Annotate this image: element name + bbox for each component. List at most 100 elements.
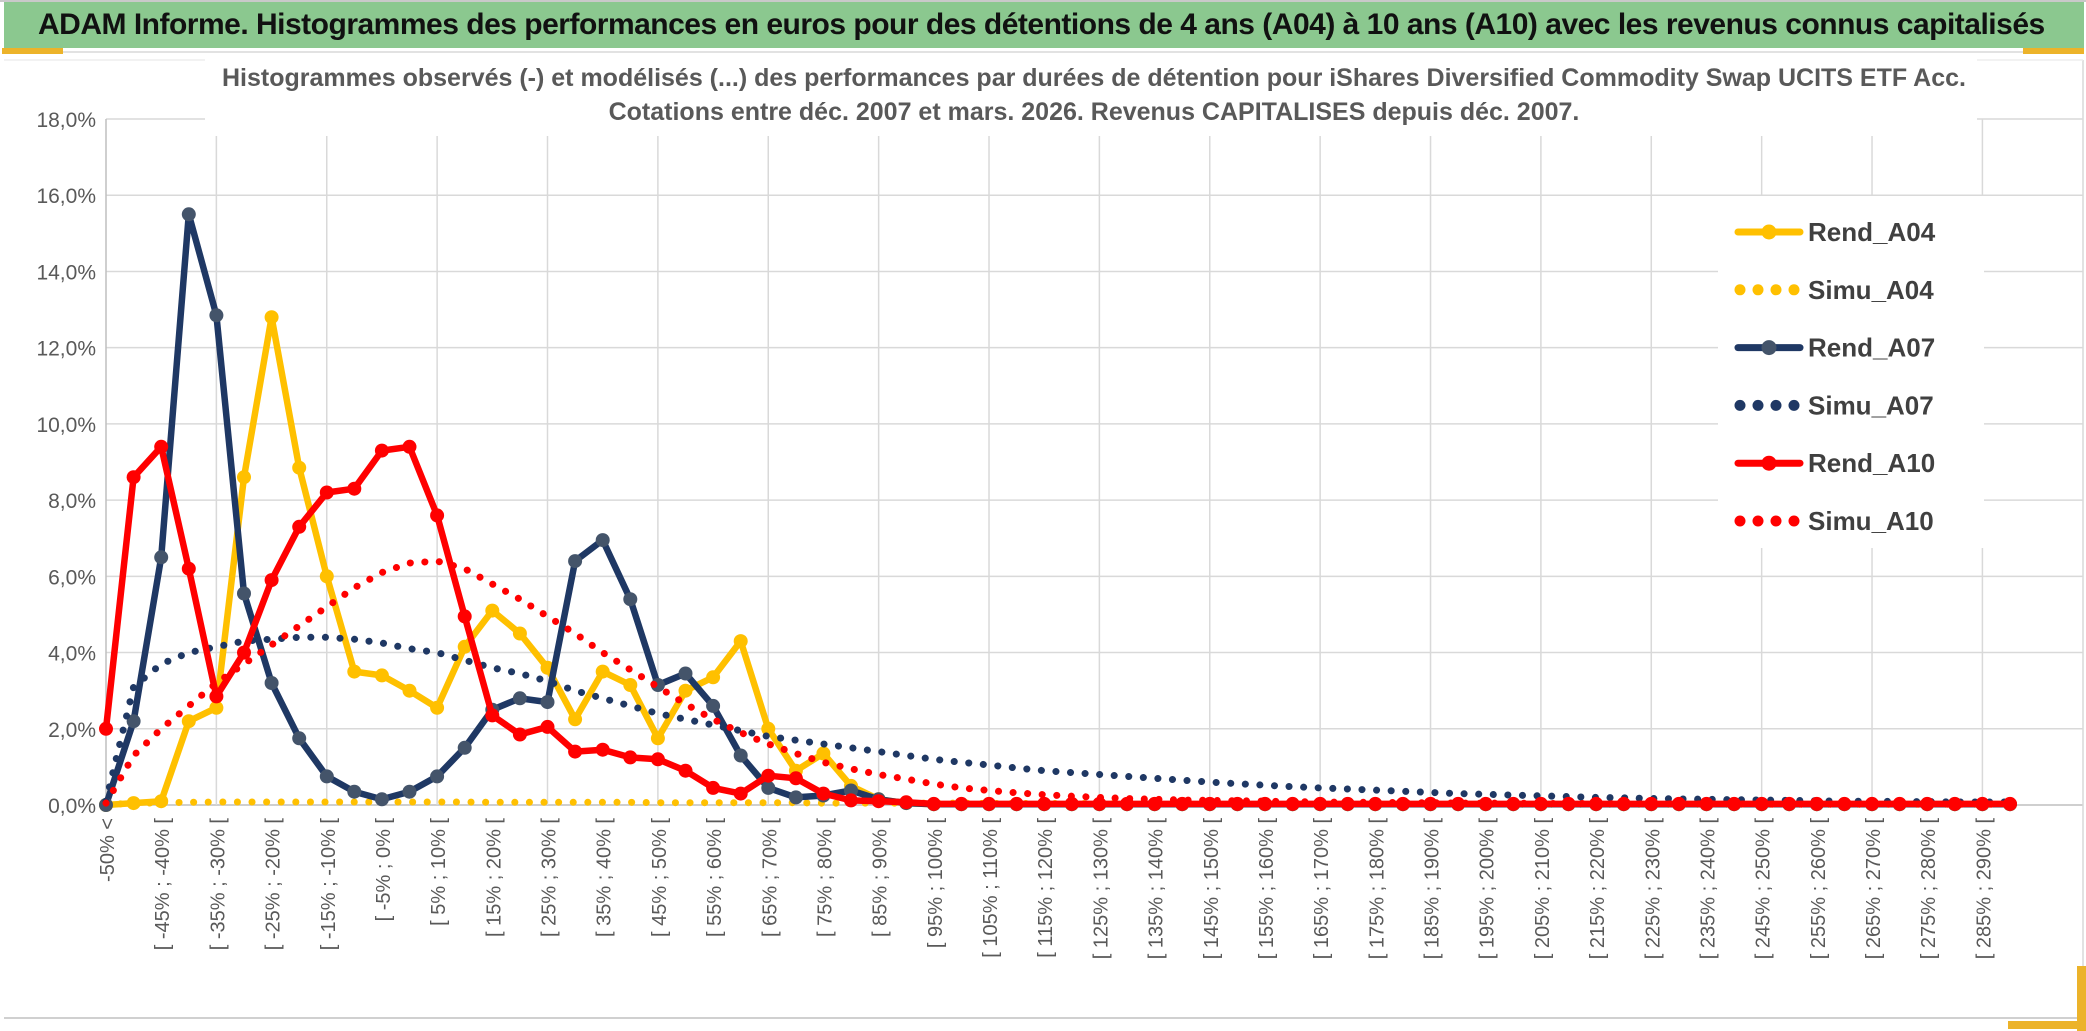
- legend-label: Rend_A10: [1808, 448, 1935, 478]
- data-point: [430, 508, 445, 523]
- data-point: [99, 721, 113, 736]
- data-point: [1202, 796, 1217, 811]
- data-point: [1644, 796, 1659, 811]
- data-point: [126, 714, 141, 729]
- data-point: [706, 698, 721, 713]
- x-tick-label: [ 205% ; 210% [: [1532, 818, 1554, 960]
- legend-dot-icon: [1770, 515, 1782, 527]
- data-point: [1064, 796, 1079, 811]
- data-point: [678, 683, 693, 698]
- gold-accent-left: [2, 48, 63, 54]
- data-point: [264, 676, 279, 690]
- legend-label: Simu_A10: [1808, 506, 1934, 536]
- gold-accent-corner-horizontal: [2008, 1021, 2086, 1029]
- y-tick-label: 2,0%: [48, 719, 96, 742]
- data-point: [209, 689, 224, 704]
- data-point: [237, 586, 251, 601]
- x-tick-label: -50% <: [97, 818, 119, 882]
- legend: Rend_A04 Simu_A04 Rend_A07 Simu_A07 Rend_A10…: [1734, 217, 1936, 536]
- legend-dot-icon: [1734, 515, 1746, 527]
- data-point: [1037, 796, 1052, 811]
- data-point: [650, 731, 665, 746]
- x-tick-label: [ 95% ; 100% [: [925, 818, 947, 949]
- data-point: [871, 794, 886, 809]
- legend-label: Simu_A07: [1808, 390, 1934, 420]
- data-point: [540, 719, 555, 734]
- data-point: [264, 573, 279, 588]
- data-point: [733, 786, 748, 801]
- x-tick-label: [ 115% ; 120% [: [1035, 818, 1057, 958]
- data-point: [154, 439, 169, 454]
- data-point: [237, 470, 251, 485]
- data-point: [292, 731, 307, 746]
- data-point: [430, 700, 445, 715]
- data-point: [844, 793, 858, 808]
- data-point: [374, 792, 389, 807]
- data-point: [209, 700, 224, 715]
- data-point: [1947, 796, 1962, 811]
- data-point: [347, 481, 362, 496]
- x-tick-label: [ 235% ; 240% [: [1698, 818, 1720, 960]
- data-point: [402, 683, 417, 698]
- x-tick-label: [ 135% ; 140% [: [1146, 818, 1168, 960]
- data-point: [430, 769, 445, 784]
- data-point: [264, 310, 279, 325]
- legend-item-Simu_A07[interactable]: Simu_A07: [1734, 390, 1934, 420]
- x-tick-label: [ 5% ; 10% [: [428, 818, 450, 926]
- data-point: [788, 771, 803, 786]
- legend-label: Rend_A04: [1808, 217, 1936, 247]
- data-point: [623, 750, 638, 765]
- banner-title: ADAM Informe. Histogrammes des performan…: [38, 8, 2045, 41]
- title-background: [205, 56, 1977, 136]
- data-point: [1671, 796, 1686, 811]
- data-point: [595, 664, 610, 679]
- x-tick-label: [ 255% ; 260% [: [1808, 818, 1830, 960]
- series-Simu_A10: [102, 557, 2014, 808]
- legend-item-Rend_A04[interactable]: Rend_A04: [1734, 217, 1936, 247]
- data-point: [623, 678, 638, 692]
- legend-dot-icon: [1788, 284, 1800, 296]
- y-tick-label: 12,0%: [36, 338, 96, 361]
- data-point: [816, 786, 831, 801]
- legend-item-Simu_A04[interactable]: Simu_A04: [1734, 275, 1935, 305]
- legend-item-Simu_A10[interactable]: Simu_A10: [1734, 506, 1934, 536]
- data-point: [209, 308, 224, 323]
- data-point: [954, 796, 969, 811]
- data-point: [1451, 796, 1466, 811]
- gold-accent-right: [2023, 48, 2084, 54]
- y-tick-label: 18,0%: [36, 109, 96, 132]
- legend-dot-icon: [1734, 284, 1746, 296]
- legend-item-Rend_A10[interactable]: Rend_A10: [1734, 448, 1935, 478]
- legend-dot-icon: [1788, 515, 1800, 527]
- data-point: [457, 740, 472, 755]
- y-tick-label: 16,0%: [36, 185, 96, 208]
- data-point: [1727, 796, 1742, 811]
- data-point: [374, 443, 389, 458]
- legend-background: [1718, 196, 1984, 548]
- data-point: [292, 460, 307, 475]
- legend-marker-icon: [1761, 455, 1777, 471]
- x-tick-label: [ 35% ; 40% [: [594, 818, 616, 937]
- data-point: [374, 668, 389, 683]
- data-point: [485, 603, 500, 618]
- banner-divider: [63, 51, 2023, 53]
- data-point: [154, 550, 169, 565]
- legend-dot-icon: [1734, 399, 1746, 411]
- data-point: [485, 708, 500, 723]
- legend-item-Rend_A07[interactable]: Rend_A07: [1734, 333, 1935, 363]
- data-point: [595, 533, 610, 548]
- data-point: [126, 470, 141, 485]
- window-top-edge: [0, 0, 2086, 2]
- data-point: [181, 714, 196, 729]
- x-tick-label: [ 225% ; 230% [: [1642, 818, 1664, 960]
- data-point: [761, 768, 776, 783]
- data-point: [899, 795, 914, 810]
- data-point: [319, 569, 334, 584]
- data-point: [623, 592, 638, 607]
- data-series: [99, 207, 2017, 812]
- legend-dot-icon: [1752, 284, 1764, 296]
- x-tick-label: [ 85% ; 90% [: [870, 818, 892, 937]
- x-tick-label: [ 15% ; 20% [: [483, 818, 505, 937]
- y-tick-label: 4,0%: [48, 643, 96, 666]
